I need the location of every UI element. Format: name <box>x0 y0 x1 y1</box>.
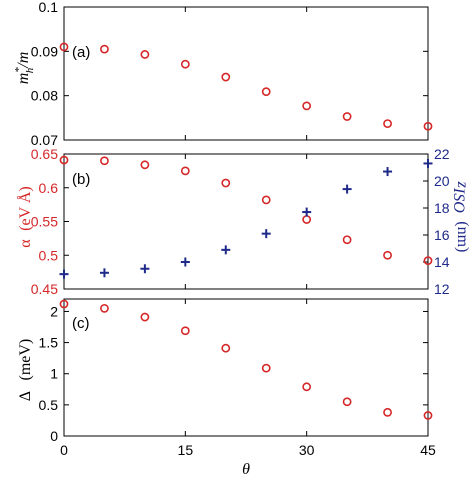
panel-c-ytick-label: 0.5 <box>39 397 59 413</box>
panel-a-point <box>383 119 392 128</box>
panel-b: 0.45 0.5 0.55 0.6 0.65 12 14 16 18 20 22 <box>31 146 450 297</box>
panel-b-ytick-label: 0.65 <box>31 146 58 162</box>
x-tick-label: 0 <box>60 442 68 458</box>
panel-a-label: (a) <box>72 44 90 61</box>
panel-b-y2tick-label: 14 <box>434 254 450 270</box>
panel-a-ytick-label: 0.07 <box>31 132 58 148</box>
panel-b-point-plus <box>423 158 433 168</box>
panel-a-point <box>302 101 312 111</box>
panel-c-point <box>302 382 312 392</box>
panel-b-point <box>59 155 69 165</box>
panel-b-point-plus <box>180 257 190 267</box>
panel-b-ylabel-symbol: α <box>17 239 34 248</box>
panel-c-point <box>221 343 231 353</box>
x-tick-label: 15 <box>178 442 194 458</box>
panel-b-point <box>140 160 150 170</box>
panel-a-point <box>59 42 69 52</box>
panel-b-point-plus <box>302 207 312 217</box>
panel-b-y2tick-label: 18 <box>434 200 450 216</box>
panel-c-point <box>423 411 433 420</box>
panel-a-ylabel-tail: /m <box>15 52 32 69</box>
panel-b-y2tick-label: 16 <box>434 227 450 243</box>
panel-c-point <box>342 397 352 407</box>
panel-b-ylabel-right-unit: (nm) <box>454 221 471 252</box>
panel-b-y2tick-label: 20 <box>434 173 450 189</box>
svg-text:Δ (meV): Δ (meV) <box>17 339 34 402</box>
panel-c-ytick-label: 0 <box>50 428 58 444</box>
panel-b-point-plus <box>99 268 109 278</box>
panel-b-ylabel-right-main: z <box>454 181 471 189</box>
panel-b-ytick-label: 0.6 <box>39 180 59 196</box>
panel-b-ytick-label: 0.45 <box>31 281 58 297</box>
panel-c-point <box>100 303 109 313</box>
panel-c-point <box>383 407 392 417</box>
panel-c-ytick-label: 2 <box>50 303 58 319</box>
panel-b-point-plus <box>342 184 352 194</box>
panel-c-ylabel-unit: (meV) <box>17 339 34 381</box>
svg-text:α (eV Å): α (eV Å) <box>16 186 34 247</box>
panel-a-point <box>180 59 190 69</box>
panel-b-point-plus <box>59 269 69 279</box>
panel-a-point <box>261 87 271 97</box>
panel-c-label: (c) <box>72 315 90 332</box>
panel-a-point <box>140 50 150 59</box>
svg-text:zISO (nm): zISO (nm) <box>450 181 471 253</box>
panel-a-ylabel-main: m <box>15 73 32 85</box>
panel-c: 0 0.5 1 1.5 2 0 15 30 45 <box>39 298 436 458</box>
x-axis-label: θ <box>242 461 250 477</box>
panel-b-point <box>221 178 231 188</box>
panel-a-point <box>342 112 352 121</box>
panel-c-ytick-label: 1.5 <box>39 335 59 351</box>
panel-a-ylabel-sub: h <box>24 67 36 73</box>
panel-b-point <box>342 235 352 245</box>
panel-b-ytick-label: 0.55 <box>31 214 58 230</box>
x-tick-label: 30 <box>299 442 315 458</box>
panel-a-ylabel: m*h/m <box>13 52 36 85</box>
panel-b-ylabel-unit: (eV Å) <box>16 186 34 231</box>
panel-a-frame <box>63 6 429 141</box>
panel-b-point-plus <box>383 167 393 177</box>
panel-b-point <box>383 250 392 260</box>
panel-c-ytick-label: 1 <box>50 366 58 382</box>
panels: 0.070.080.090.10.450.50.550.60.651214161… <box>31 0 450 458</box>
panel-c-point <box>180 326 190 336</box>
panel-a-ytick-label: 0.08 <box>31 88 58 104</box>
x-tick-label: 45 <box>420 442 436 458</box>
panel-b-point <box>180 166 190 176</box>
panel-b-y2tick-label: 22 <box>434 146 450 162</box>
panel-a-point <box>100 44 109 54</box>
panel-b-ylabel-right: zISO (nm) <box>450 181 471 253</box>
panel-c-ylabel: Δ (meV) <box>17 339 34 402</box>
panel-b-ylabel-right-sub: ISO <box>450 187 467 213</box>
panel-c-frame <box>63 298 429 437</box>
panel-c-point <box>140 312 150 322</box>
panel-b-y2tick-label: 12 <box>434 281 450 297</box>
svg-text:m*h/m: m*h/m <box>13 52 36 85</box>
panel-b-label: (b) <box>72 171 90 188</box>
panel-b-point <box>423 256 433 266</box>
panel-b-point-plus <box>221 245 231 255</box>
panel-b-point <box>100 156 109 166</box>
panel-a-ytick-label: 0.09 <box>31 43 58 59</box>
panel-a-point <box>221 72 231 82</box>
panel-c-point <box>261 363 271 373</box>
panel-c-point <box>59 299 69 309</box>
panel-b-point <box>261 195 271 205</box>
panel-b-point <box>302 215 312 224</box>
panel-b-ytick-label: 0.5 <box>39 247 59 263</box>
panel-a: 0.07 0.08 0.09 0.1 <box>31 0 433 148</box>
panel-b-ylabel-left: α (eV Å) <box>16 186 34 247</box>
panel-a-ytick-label: 0.1 <box>39 0 59 15</box>
panel-b-frame <box>63 153 429 290</box>
panel-b-point-plus <box>261 229 271 239</box>
panel-a-ylabel-sup: * <box>13 67 25 73</box>
panel-a-point <box>423 121 433 131</box>
panel-b-point-plus <box>140 264 150 274</box>
panel-c-ylabel-symbol: Δ <box>17 391 34 401</box>
